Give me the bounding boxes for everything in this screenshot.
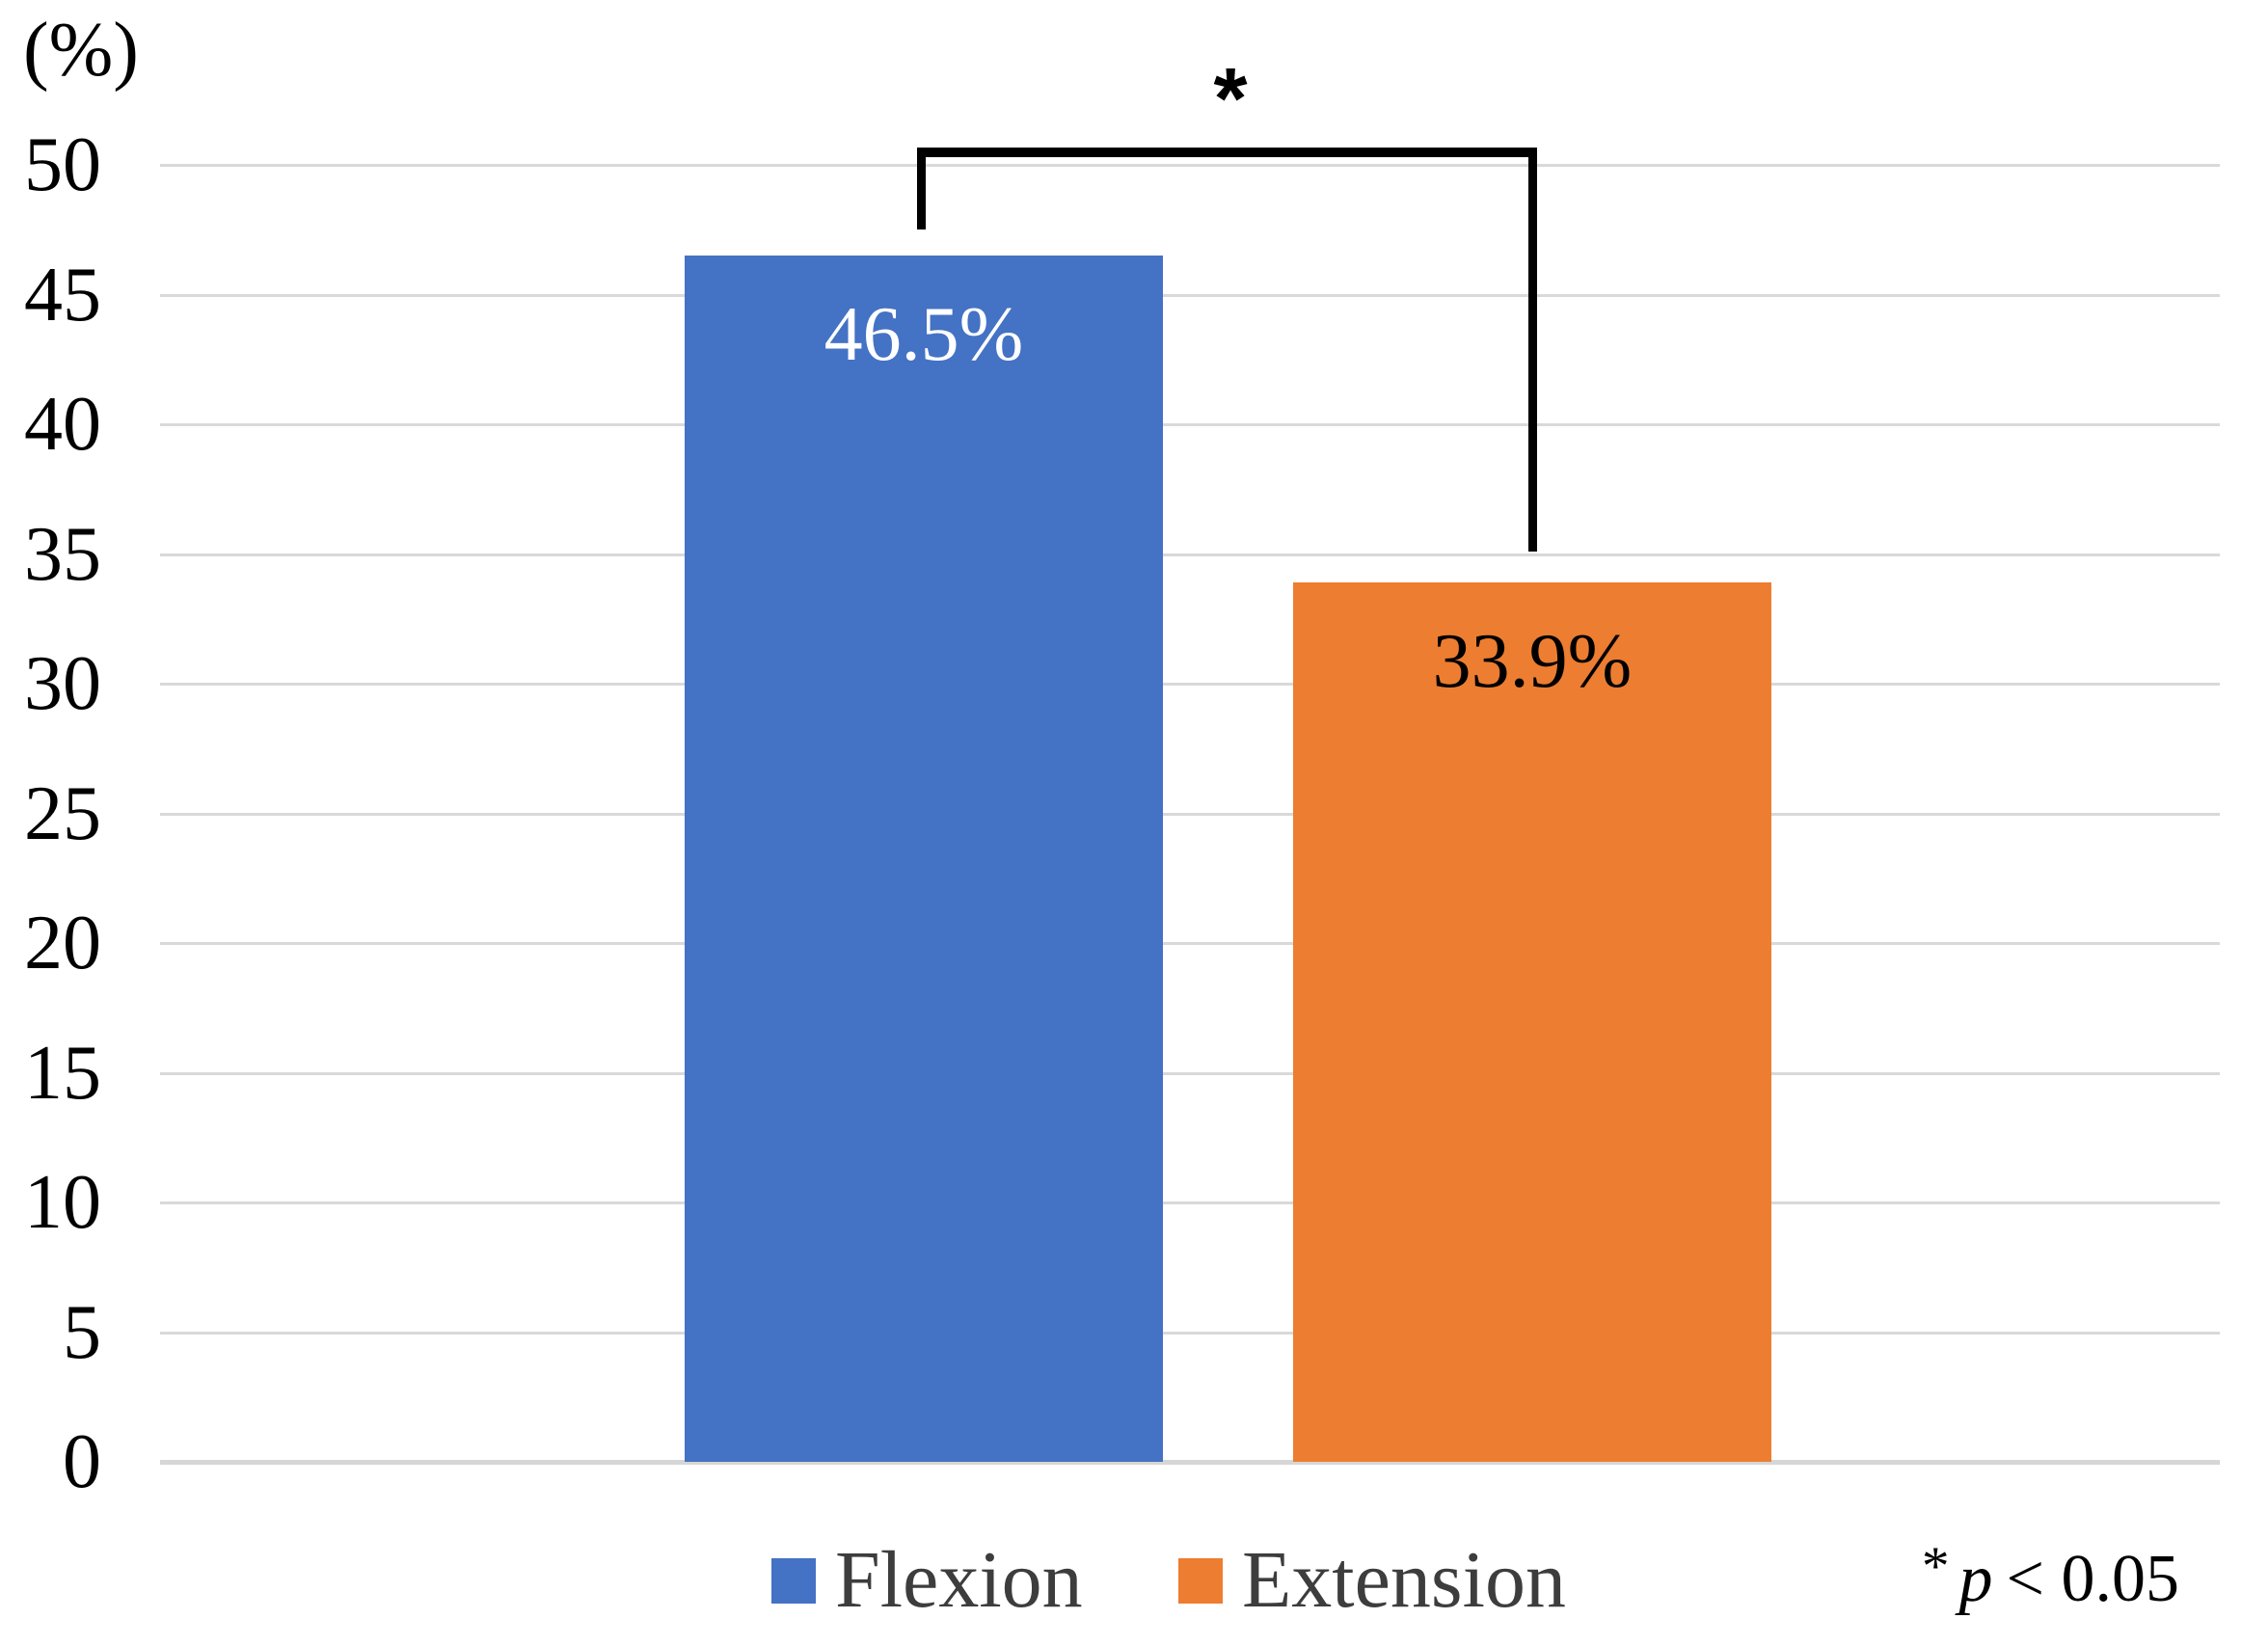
note-p-variable: p <box>1958 1542 1993 1617</box>
legend-swatch-extension <box>1178 1557 1223 1604</box>
significance-note: * p < 0.05 <box>1922 1524 2179 1623</box>
gridline-20 <box>160 942 2220 945</box>
legend-item-flexion: Flexion <box>771 1536 1083 1625</box>
gridline-5 <box>160 1331 2220 1335</box>
significance-bracket-horizontal <box>917 148 1537 157</box>
significance-asterisk-icon: * <box>1213 51 1248 148</box>
gridline-30 <box>160 683 2220 686</box>
gridline-25 <box>160 812 2220 816</box>
y-tick-label-0: 0 <box>63 1419 101 1504</box>
y-tick-label-10: 10 <box>24 1160 101 1245</box>
y-tick-label-20: 20 <box>24 901 101 985</box>
gridline-45 <box>160 293 2220 297</box>
y-tick-label-30: 30 <box>24 641 101 726</box>
y-tick-label-35: 35 <box>24 511 101 597</box>
gridline-0 <box>160 1460 2220 1465</box>
y-tick-label-25: 25 <box>24 770 101 856</box>
gridline-10 <box>160 1201 2220 1204</box>
bar-value-label-flexion: 46.5% <box>824 292 1024 378</box>
y-tick-label-15: 15 <box>24 1030 101 1116</box>
significance-bracket-left-leg <box>917 148 926 229</box>
y-tick-label-5: 5 <box>63 1289 101 1375</box>
y-axis-unit-label: (%) <box>23 8 139 93</box>
legend-label-extension: Extension <box>1242 1535 1566 1625</box>
gridline-15 <box>160 1071 2220 1075</box>
bar-value-label-extension: 33.9% <box>1432 619 1633 705</box>
legend-item-extension: Extension <box>1178 1536 1566 1625</box>
note-relation: < 0.05 <box>2006 1542 2179 1617</box>
y-tick-label-40: 40 <box>24 382 101 467</box>
gridline-50 <box>160 164 2220 167</box>
gridline-40 <box>160 423 2220 426</box>
bar-flexion <box>685 256 1163 1462</box>
significance-bracket-right-leg <box>1528 148 1537 552</box>
bar-extension <box>1293 582 1771 1462</box>
gridline-35 <box>160 553 2220 556</box>
y-tick-label-45: 45 <box>24 252 101 337</box>
note-asterisk-icon: * <box>1921 1536 1950 1597</box>
legend-label-flexion: Flexion <box>835 1535 1083 1625</box>
legend-swatch-flexion <box>771 1557 816 1604</box>
y-tick-label-50: 50 <box>24 122 101 207</box>
